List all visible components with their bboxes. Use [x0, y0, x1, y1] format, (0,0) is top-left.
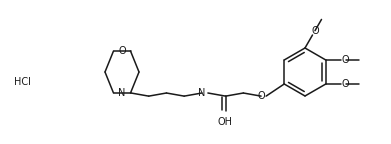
Text: O: O [342, 79, 350, 89]
Text: O: O [118, 46, 126, 56]
Text: N: N [118, 88, 126, 98]
Text: O: O [257, 91, 265, 101]
Text: O: O [342, 55, 350, 65]
Text: N: N [198, 88, 206, 98]
Text: OH: OH [217, 117, 232, 127]
Text: O: O [311, 26, 319, 36]
Text: HCl: HCl [14, 77, 30, 87]
